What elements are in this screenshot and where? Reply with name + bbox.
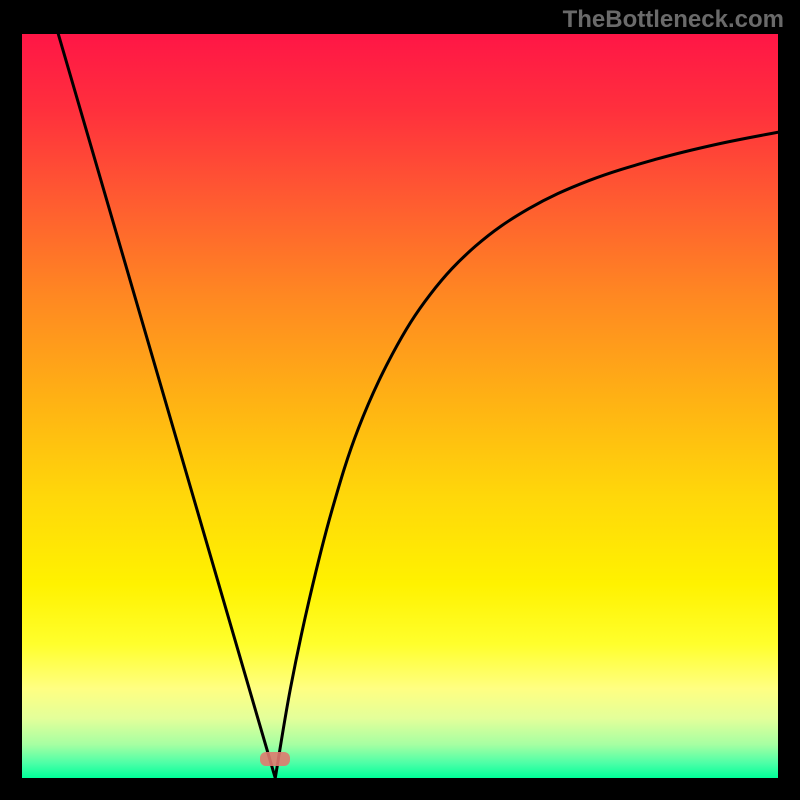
bottleneck-curve xyxy=(22,34,778,778)
bottleneck-curve-path xyxy=(58,34,778,778)
watermark-label: TheBottleneck.com xyxy=(563,6,784,34)
plot-area xyxy=(22,34,778,778)
notch-marker-icon xyxy=(260,752,290,766)
chart-container: TheBottleneck.com xyxy=(0,0,800,800)
